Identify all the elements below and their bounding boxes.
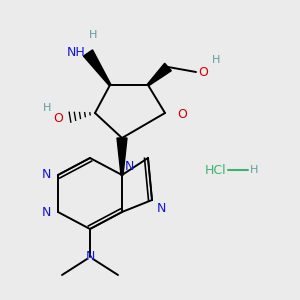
Text: H: H xyxy=(250,165,258,175)
Text: O: O xyxy=(198,65,208,79)
Text: N: N xyxy=(42,169,51,182)
Polygon shape xyxy=(147,63,171,86)
Text: H: H xyxy=(89,30,97,40)
Text: N: N xyxy=(157,202,166,215)
Polygon shape xyxy=(83,50,111,86)
Text: H: H xyxy=(212,55,220,65)
Text: N: N xyxy=(125,160,134,173)
Text: N: N xyxy=(42,206,51,218)
Polygon shape xyxy=(117,138,127,175)
Text: N: N xyxy=(85,250,95,263)
Text: O: O xyxy=(53,112,63,124)
Text: H: H xyxy=(43,103,51,113)
Text: NH: NH xyxy=(66,46,85,59)
Text: O: O xyxy=(177,109,187,122)
Text: HCl: HCl xyxy=(205,164,226,176)
